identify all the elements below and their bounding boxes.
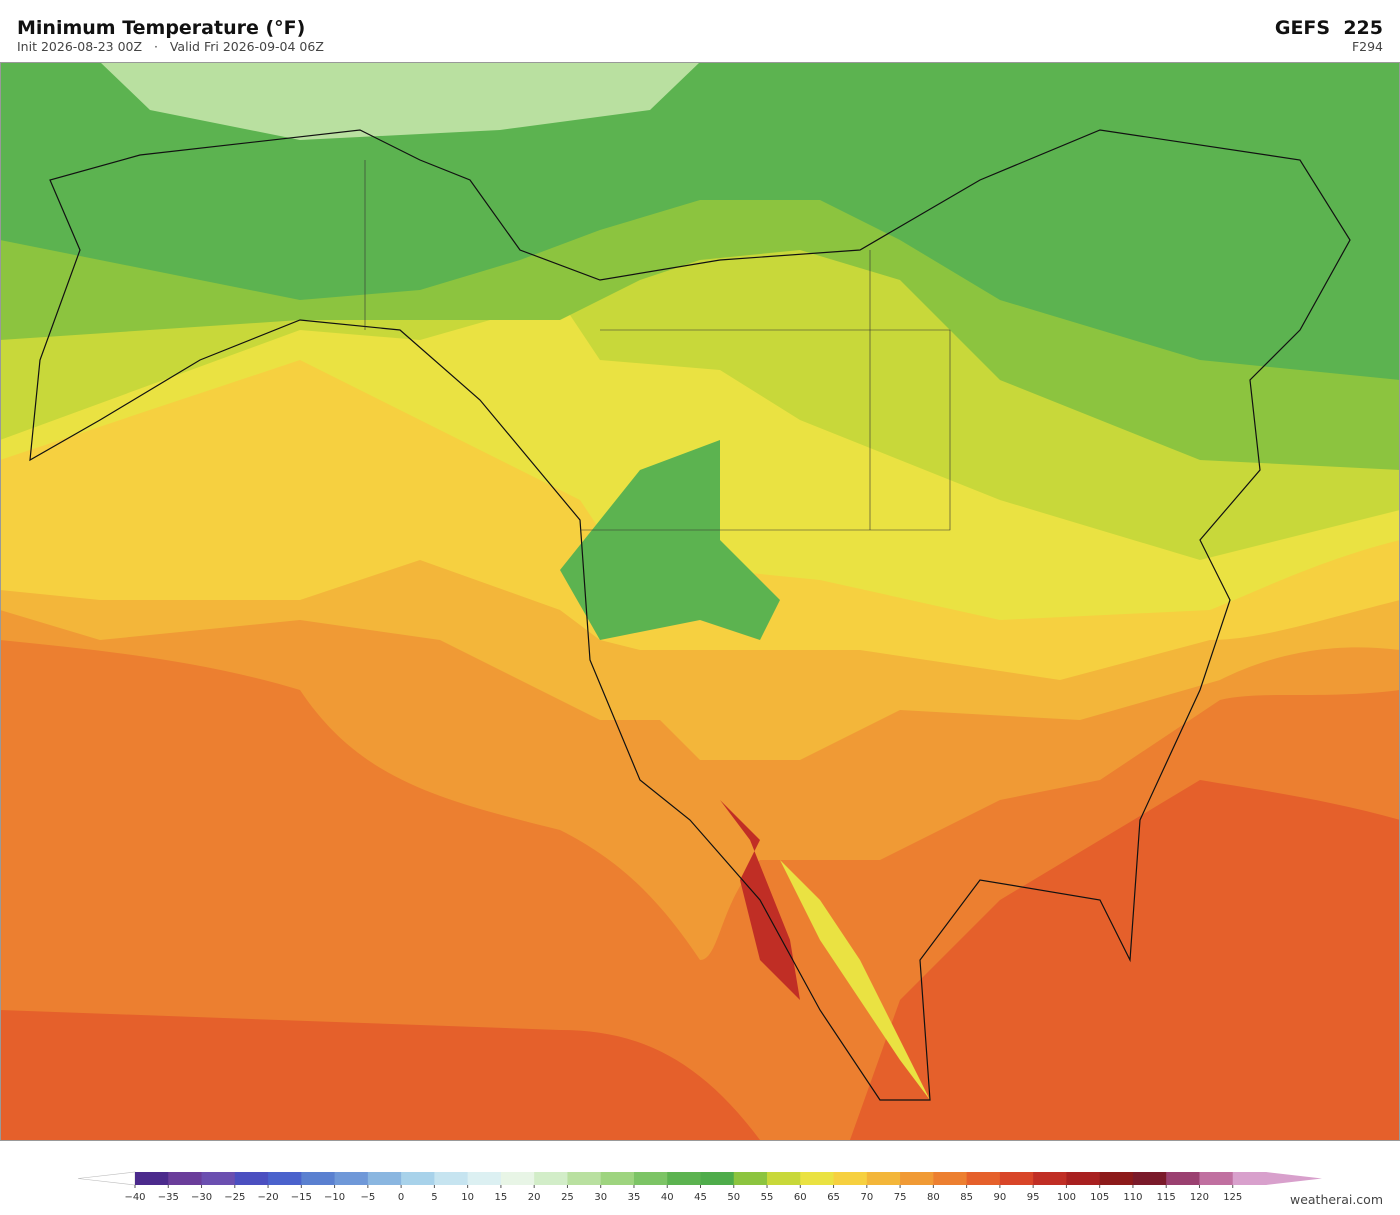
colorbar-cell	[1166, 1172, 1200, 1185]
colorbar-under	[77, 1171, 136, 1186]
colorbar-cell	[135, 1172, 169, 1185]
subtitle: Init 2026-08-23 00Z · Valid Fri 2026-09-…	[17, 39, 324, 54]
colorbar-cell	[334, 1172, 369, 1185]
colorbar-label: 110	[1123, 1192, 1142, 1203]
colorbar-label: 120	[1190, 1192, 1209, 1203]
colorbar-cell	[833, 1172, 868, 1185]
colorbar-label: 45	[694, 1192, 707, 1203]
colorbar-cell	[733, 1172, 768, 1185]
colorbar-label: 115	[1157, 1192, 1176, 1203]
colorbar-cell	[1232, 1172, 1267, 1185]
colorbar-cell	[467, 1172, 502, 1185]
colorbar-label: 55	[761, 1192, 774, 1203]
colorbar-cell	[534, 1172, 568, 1185]
watermark: weatherai.com	[1290, 1192, 1383, 1207]
colorbar-label: 40	[661, 1192, 674, 1203]
colorbar-cell	[301, 1172, 336, 1185]
colorbar-cell	[900, 1172, 934, 1185]
colorbar-label: 15	[495, 1192, 508, 1203]
colorbar-label: −25	[224, 1192, 245, 1203]
colorbar-cell	[434, 1172, 469, 1185]
colorbar-cell	[234, 1172, 269, 1185]
map	[0, 62, 1400, 1141]
colorbar-label: −35	[158, 1192, 179, 1203]
colorbar-label: 85	[960, 1192, 973, 1203]
colorbar-label: 10	[461, 1192, 474, 1203]
colorbar-label: −15	[291, 1192, 312, 1203]
colorbar-cell	[1199, 1172, 1234, 1185]
colorbar-cell	[401, 1172, 435, 1185]
colorbar-cell	[866, 1172, 901, 1185]
colorbar-cell	[1033, 1172, 1067, 1185]
colorbar-label: 100	[1057, 1192, 1076, 1203]
colorbar-label: 75	[894, 1192, 907, 1203]
colorbar-label: −20	[258, 1192, 279, 1203]
colorbar-label: 0	[398, 1192, 404, 1203]
colorbar-label: 50	[727, 1192, 740, 1203]
colorbar-label: 20	[528, 1192, 541, 1203]
colorbar-label: −10	[324, 1192, 345, 1203]
colorbar: −40 −35 −30 −25 −20 −15 −10 −5 0 5 10 15 20 25 30 35 40 4…	[77, 1171, 1322, 1203]
model: GEFS 225	[1275, 17, 1383, 39]
colorbar-label: −5	[360, 1192, 375, 1203]
colorbar-cell	[700, 1172, 735, 1185]
colorbar-cell	[767, 1172, 801, 1185]
colorbar-label: 35	[628, 1192, 641, 1203]
colorbar-cell	[1066, 1172, 1101, 1185]
colorbar-cell	[667, 1172, 701, 1185]
colorbar-cell	[367, 1172, 402, 1185]
colorbar-label: −40	[124, 1192, 145, 1203]
colorbar-label: 105	[1090, 1192, 1109, 1203]
colorbar-cell	[567, 1172, 602, 1185]
colorbar-label: 70	[860, 1192, 873, 1203]
colorbar-label: 90	[994, 1192, 1007, 1203]
colorbar-label: 95	[1027, 1192, 1040, 1203]
colorbar-cell	[268, 1172, 302, 1185]
title: Minimum Temperature (°F)	[17, 17, 305, 39]
colorbar-cell	[999, 1172, 1034, 1185]
colorbar-label: 25	[561, 1192, 574, 1203]
colorbar-cell	[1132, 1172, 1167, 1185]
colorbar-cell	[600, 1172, 635, 1185]
colorbar-cell	[1099, 1172, 1134, 1185]
colorbar-cell	[201, 1172, 236, 1185]
colorbar-label: 5	[431, 1192, 437, 1203]
colorbar-label: 60	[794, 1192, 807, 1203]
colorbar-cell	[633, 1172, 668, 1185]
forecast-hour: F294	[1352, 39, 1383, 54]
colorbar-cell	[500, 1172, 535, 1185]
colorbar-label: 80	[927, 1192, 940, 1203]
colorbar-cell	[800, 1172, 835, 1185]
colorbar-cell	[933, 1172, 968, 1185]
colorbar-cell	[168, 1172, 203, 1185]
colorbar-over	[1266, 1172, 1322, 1185]
colorbar-cell	[966, 1172, 1001, 1185]
colorbar-label: 65	[827, 1192, 840, 1203]
colorbar-label: −30	[191, 1192, 212, 1203]
colorbar-label: 30	[594, 1192, 607, 1203]
colorbar-label: 125	[1223, 1192, 1242, 1203]
